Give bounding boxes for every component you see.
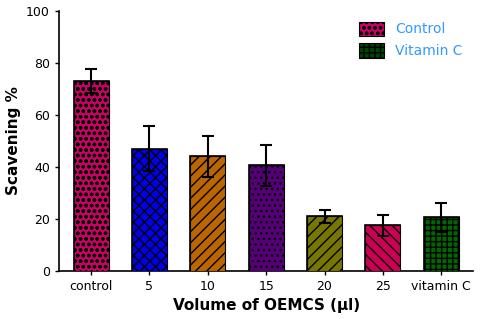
Bar	[365, 225, 400, 271]
Bar	[132, 149, 167, 271]
Bar	[249, 166, 284, 271]
X-axis label: Volume of OEMCS (µl): Volume of OEMCS (µl)	[173, 299, 360, 314]
Bar	[73, 81, 108, 271]
Legend: Control, Vitamin C: Control, Vitamin C	[355, 18, 467, 63]
Bar	[307, 216, 342, 271]
Bar	[424, 218, 459, 271]
Y-axis label: Scavening %: Scavening %	[6, 86, 21, 195]
Bar	[132, 149, 167, 271]
Bar	[191, 156, 225, 271]
Bar	[73, 81, 108, 271]
Bar	[365, 225, 400, 271]
Bar	[249, 166, 284, 271]
Bar	[424, 218, 459, 271]
Bar	[191, 156, 225, 271]
Bar	[307, 216, 342, 271]
